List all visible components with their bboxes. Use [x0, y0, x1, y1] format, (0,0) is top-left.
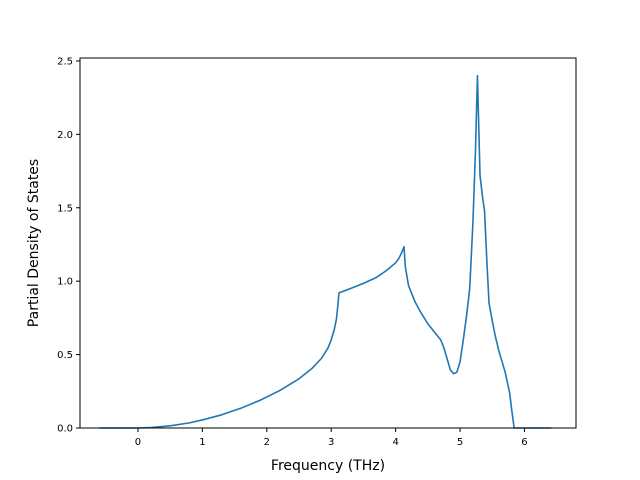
- plot-frame: [79, 57, 577, 429]
- x-tick-label: 2: [264, 437, 270, 448]
- x-axis-label: Frequency (THz): [271, 458, 385, 474]
- series-line: [99, 74, 552, 429]
- y-axis-label: Partial Density of States: [26, 159, 42, 327]
- x-tick-label: 6: [521, 437, 527, 448]
- y-tick-label: 2.0: [57, 130, 73, 141]
- ticks-group: 0 1 2 3 4 5 6 0.0 0.5 1.0 1.5 2.0 2.5: [57, 56, 528, 448]
- y-tick-label: 0.5: [57, 350, 73, 361]
- x-tick-label: 1: [199, 437, 205, 448]
- y-tick-label: 1.5: [57, 203, 73, 214]
- series-group: [99, 74, 552, 429]
- y-tick-label: 2.5: [57, 56, 73, 67]
- plot-area: [80, 58, 576, 428]
- x-tick-label: 3: [328, 437, 334, 448]
- x-tick-label: 5: [457, 437, 463, 448]
- x-tick-label: 0: [135, 437, 141, 448]
- y-tick-label: 0.0: [57, 424, 73, 435]
- x-tick-label: 4: [392, 437, 398, 448]
- y-tick-label: 1.0: [57, 277, 73, 288]
